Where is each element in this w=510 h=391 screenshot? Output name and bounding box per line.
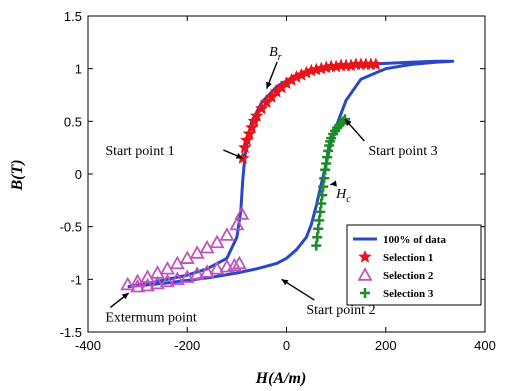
legend-item: Selection 3 <box>360 288 434 300</box>
annotation-label: Start point 1 <box>105 144 174 159</box>
series-3-markers <box>311 114 351 251</box>
data-point <box>260 95 274 108</box>
y-tick-label: 1 <box>75 62 82 77</box>
series-1-markers <box>236 57 383 164</box>
data-point <box>269 84 284 98</box>
series-line-100pct <box>127 59 455 289</box>
data-point <box>140 277 156 292</box>
data-point <box>219 227 235 241</box>
annotation-label: Start point 2 <box>306 303 375 318</box>
data-point <box>229 216 245 231</box>
legend-label: Selection 3 <box>383 288 434 300</box>
plot-area <box>120 57 455 293</box>
x-tick-label: 200 <box>375 338 397 353</box>
y-tick-label: -1.5 <box>60 325 82 340</box>
data-point <box>289 70 304 83</box>
series-2-markers <box>120 206 250 293</box>
legend-item: Selection 2 <box>357 267 434 282</box>
data-point <box>313 223 324 234</box>
annotation-arrowhead <box>235 153 243 159</box>
x-tick-label: -200 <box>174 338 200 353</box>
data-point <box>240 133 254 146</box>
data-point <box>315 206 326 217</box>
axes: -400 -200 0 200 400 -1.5 -1 -0.5 0 0.5 1 1.5 <box>60 9 496 353</box>
data-point <box>369 57 383 71</box>
data-point <box>234 206 250 220</box>
data-point <box>238 140 252 154</box>
data-point <box>318 181 329 192</box>
data-point <box>319 173 330 184</box>
annotation-arrowhead <box>266 81 272 89</box>
x-axis-label: H(A/m) <box>255 370 307 387</box>
data-point <box>311 240 322 251</box>
data-point <box>245 120 259 134</box>
legend-swatch-marker <box>357 267 373 281</box>
data-point <box>274 80 289 94</box>
annotation-label: Extermum point <box>105 310 196 325</box>
annotation-label: Start point 3 <box>368 144 437 159</box>
legend-item: Selection 1 <box>358 250 433 264</box>
data-point <box>242 127 256 140</box>
data-point <box>199 264 215 278</box>
data-point <box>304 63 318 77</box>
data-point <box>189 266 205 280</box>
data-point <box>226 257 242 272</box>
data-point <box>317 190 328 201</box>
x-tick-label: 400 <box>474 338 496 353</box>
data-point <box>179 269 195 283</box>
y-tick-label: -0.5 <box>60 220 82 235</box>
data-point <box>120 276 136 291</box>
legend-swatch-marker <box>358 250 372 263</box>
y-tick-label: 0 <box>75 167 82 182</box>
data-point <box>140 269 156 283</box>
data-point <box>299 65 313 79</box>
legend: 100% of data Selection 1 Selection 2 Select… <box>346 224 482 306</box>
annotation-arrowhead <box>281 279 289 286</box>
x-tick-label: -400 <box>75 338 101 353</box>
annotation-arrowhead <box>345 119 352 126</box>
y-axis-label: B(T) <box>9 159 26 191</box>
data-point <box>312 232 323 243</box>
legend-item: 100% of data <box>353 234 446 246</box>
data-point <box>344 58 358 72</box>
y-tick-label: 0.5 <box>64 114 82 129</box>
legend-label: Selection 1 <box>383 252 433 264</box>
x-tick-label: 0 <box>283 338 290 353</box>
data-point <box>329 59 343 73</box>
data-point <box>316 198 327 209</box>
y-tick-label: 1.5 <box>64 9 82 24</box>
data-point <box>265 90 279 103</box>
legend-swatch-marker <box>360 288 370 298</box>
data-point <box>314 215 325 226</box>
legend-label: Selection 2 <box>383 270 434 282</box>
data-point <box>149 275 166 290</box>
data-point <box>231 255 247 270</box>
y-tick-label: -1 <box>70 272 82 287</box>
data-point <box>209 260 225 275</box>
data-point <box>279 76 294 90</box>
data-point <box>340 114 351 125</box>
annotation-arrow <box>281 278 315 301</box>
data-point <box>255 101 269 115</box>
data-point <box>294 68 308 81</box>
data-point <box>130 278 146 293</box>
annotation-arrowhead <box>330 180 337 187</box>
data-point <box>130 273 146 288</box>
data-point <box>284 73 299 86</box>
legend-label: 100% of data <box>383 234 446 246</box>
data-point <box>169 271 185 286</box>
data-point <box>209 234 225 249</box>
data-point <box>250 109 264 122</box>
annotation-arrowhead <box>121 293 129 300</box>
data-point <box>159 273 175 288</box>
